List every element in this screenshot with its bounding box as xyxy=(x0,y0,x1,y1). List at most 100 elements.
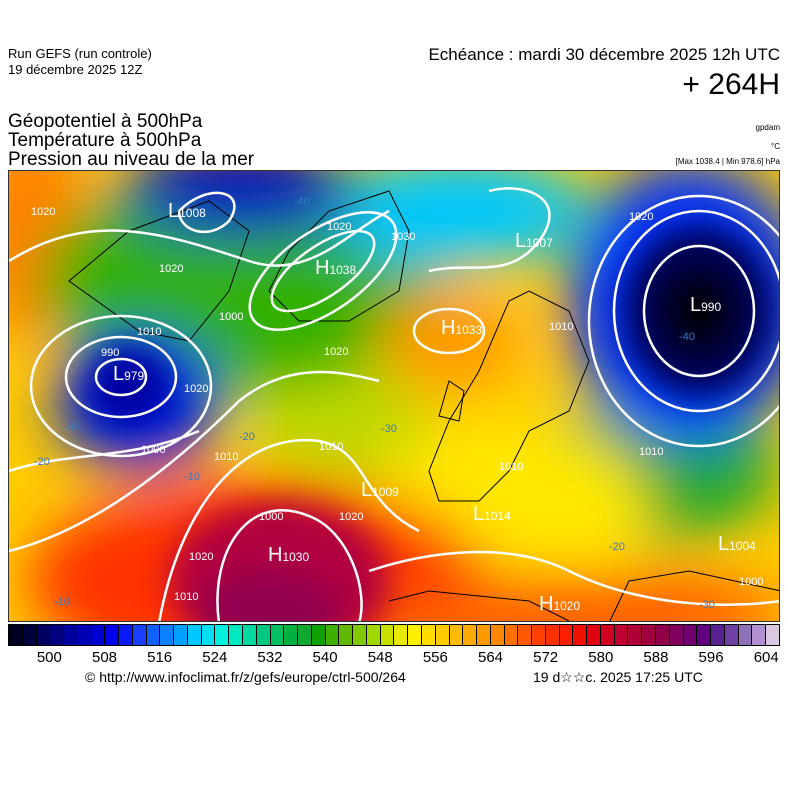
isobar-label: 1010 xyxy=(549,321,574,333)
center-value: 1007 xyxy=(526,236,553,250)
geopotential-field-core xyxy=(89,226,774,621)
high-pressure-center: H1030 xyxy=(268,544,309,567)
colorbar-cell xyxy=(504,625,519,645)
unit-pressure-range: [Max 1038.4 | Min 978.6] hPa xyxy=(675,157,780,166)
run-name: Run GEFS (run controle) xyxy=(8,46,152,61)
colorbar-tick-label: 596 xyxy=(698,649,724,666)
colorbar-tick-label: 572 xyxy=(533,649,559,666)
center-letter: H xyxy=(441,317,456,339)
colorbar-cell xyxy=(380,625,395,645)
low-pressure-center: L1004 xyxy=(718,533,756,556)
colorbar-tick-label: 548 xyxy=(367,649,393,666)
center-letter: L xyxy=(361,479,373,501)
center-value: 1020 xyxy=(553,599,581,613)
colorbar-cell xyxy=(587,625,601,645)
high-pressure-center: H1033 xyxy=(441,317,482,340)
low-pressure-center: L1008 xyxy=(168,200,206,223)
colorbar-cell xyxy=(628,625,643,645)
geopotential-field xyxy=(9,171,779,621)
colorbar-cell xyxy=(697,625,712,645)
isobar-label: 1030 xyxy=(391,231,416,243)
map-canvas xyxy=(9,171,779,621)
isobar-label: 1000 xyxy=(739,576,764,588)
low-pressure-center: L1014 xyxy=(473,503,511,526)
title-pressure: Pression au niveau de la mer xyxy=(8,149,255,170)
colorbar-cell xyxy=(545,625,560,645)
colorbar-cell xyxy=(366,625,381,645)
colorbar-cell xyxy=(573,625,588,645)
colorbar-cell xyxy=(600,625,615,645)
colorbar-cell xyxy=(201,625,216,645)
colorbar-cell xyxy=(683,625,698,645)
colorbar-tick-label: 588 xyxy=(643,649,669,666)
low-pressure-center: L1007 xyxy=(515,230,553,253)
center-value: 1004 xyxy=(729,539,756,553)
isobar-label: 1000 xyxy=(219,311,244,323)
center-letter: L xyxy=(718,533,730,555)
colorbar-cell xyxy=(50,625,65,645)
colorbar-tick-label: 508 xyxy=(91,649,118,666)
center-value: 1014 xyxy=(484,509,511,523)
colorbar-cell xyxy=(339,625,354,645)
center-letter: L xyxy=(113,363,125,385)
isobar-label: 1010 xyxy=(174,591,199,603)
colorbar-cell xyxy=(105,625,120,645)
isobar-label: 1020 xyxy=(189,551,214,563)
colorbar-cell xyxy=(477,625,491,645)
colorbar-cell xyxy=(243,625,257,645)
colorbar-cell xyxy=(449,625,464,645)
colorbar-cell xyxy=(256,625,271,645)
isobar-label: 1020 xyxy=(159,263,184,275)
colorbar-cell xyxy=(298,625,312,645)
colorbar-cell xyxy=(22,625,37,645)
colorbar-tick-label: 556 xyxy=(422,649,448,666)
center-value: 1009 xyxy=(372,485,399,499)
isotherm-label: -20 xyxy=(34,456,50,468)
generated-timestamp: 19 d☆☆c. 2025 17:25 UTC xyxy=(533,669,703,685)
high-pressure-center: H1038 xyxy=(315,257,356,280)
center-value: 1030 xyxy=(282,550,310,564)
colorbar-cell xyxy=(766,625,779,645)
isobar-label: 1000 xyxy=(259,511,284,523)
colorbar-cell xyxy=(614,625,629,645)
isobar-label: 1010 xyxy=(137,326,162,338)
colorbar-cell xyxy=(77,625,92,645)
center-letter: H xyxy=(539,593,554,615)
colorbar-cell xyxy=(711,625,725,645)
colorbar-cell xyxy=(119,625,133,645)
colorbar-tick-label: 532 xyxy=(257,649,283,666)
isobar-label: 1020 xyxy=(31,206,56,218)
colorbar-cell xyxy=(132,625,147,645)
colorbar-cell xyxy=(738,625,753,645)
run-date: 19 décembre 2025 12Z xyxy=(8,62,143,77)
isobar-label: 1000 xyxy=(141,444,166,456)
colorbar-cell xyxy=(559,625,574,645)
colorbar-cell xyxy=(463,625,478,645)
isotherm-label: -30 xyxy=(381,423,397,435)
unit-temperature: °C xyxy=(771,142,780,151)
isobar-label: 990 xyxy=(101,347,120,359)
isobar-label: 1020 xyxy=(184,383,209,395)
colorbar-cell xyxy=(325,625,340,645)
isobars xyxy=(9,187,779,621)
isotherm-label: -40 xyxy=(679,331,695,343)
isotherm-label: -20 xyxy=(239,431,255,443)
isotherm-label: -40 xyxy=(294,196,310,208)
center-value: 1033 xyxy=(455,323,483,337)
colorbar xyxy=(8,624,780,646)
isobar-label: 1020 xyxy=(324,346,349,358)
isotherm-label: -20 xyxy=(609,541,625,553)
colorbar-tick-label: 580 xyxy=(588,649,614,666)
title-geopotential: Géopotentiel à 500hPa xyxy=(8,111,203,132)
colorbar-cell xyxy=(518,625,533,645)
colorbar-cell xyxy=(36,625,51,645)
center-letter: L xyxy=(515,230,527,252)
unit-geopotential: gpdam xyxy=(755,123,780,132)
copyright-url[interactable]: © http://www.infoclimat.fr/z/gefs/europe… xyxy=(85,669,406,685)
colorbar-tick-label: 604 xyxy=(753,649,779,666)
center-value: 979 xyxy=(124,369,145,383)
center-letter: L xyxy=(473,503,485,525)
center-value: 1038 xyxy=(329,263,357,277)
colorbar-cell xyxy=(724,625,739,645)
high-pressure-center: H1020 xyxy=(539,593,580,616)
